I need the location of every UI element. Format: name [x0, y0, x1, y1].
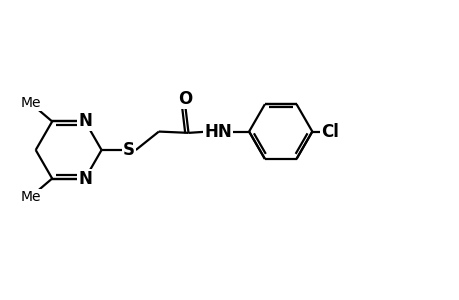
- Text: O: O: [178, 90, 192, 108]
- Text: N: N: [78, 169, 92, 188]
- Text: N: N: [78, 112, 92, 130]
- Text: Me: Me: [21, 190, 41, 204]
- Text: HN: HN: [204, 123, 231, 141]
- Text: S: S: [123, 141, 135, 159]
- Text: Me: Me: [21, 96, 41, 110]
- Text: Cl: Cl: [321, 123, 339, 141]
